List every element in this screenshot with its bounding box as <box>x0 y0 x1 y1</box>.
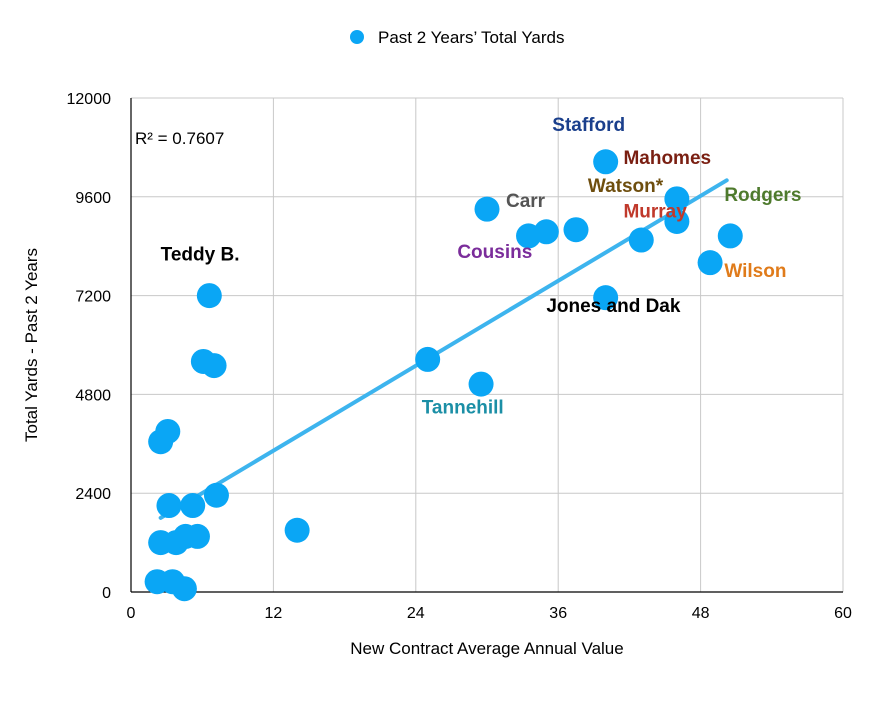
player-label: Murray <box>623 201 687 222</box>
data-point <box>180 493 206 519</box>
x-tick-label: 48 <box>692 605 710 622</box>
y-tick-label: 12000 <box>67 91 112 108</box>
data-points <box>144 149 743 602</box>
x-tick-label: 12 <box>265 605 283 622</box>
player-label: Wilson <box>724 261 786 282</box>
data-point <box>717 223 743 249</box>
data-point <box>593 149 619 175</box>
y-tick-label: 2400 <box>75 486 111 503</box>
data-point <box>628 227 654 253</box>
y-axis-title: Total Yards - Past 2 Years <box>22 248 41 442</box>
player-annotations: Teddy B. Tannehill Cousins Carr Stafford Maho… <box>161 115 802 419</box>
data-point <box>697 250 723 276</box>
legend-marker <box>350 30 364 44</box>
player-label: Jones and Dak <box>546 296 681 317</box>
x-tick-label: 0 <box>127 605 136 622</box>
y-tick-label: 9600 <box>75 190 111 207</box>
data-point <box>563 217 589 243</box>
player-label: Stafford <box>552 115 625 136</box>
tick-labels: 0 12 24 36 48 60 0 2400 4800 7200 9600 12000 <box>67 91 853 622</box>
data-point <box>184 523 210 549</box>
data-point <box>196 283 222 309</box>
player-label: Watson* <box>588 176 664 197</box>
data-point <box>468 371 494 397</box>
x-tick-label: 36 <box>549 605 567 622</box>
data-point <box>171 576 197 602</box>
data-point <box>593 285 619 311</box>
player-label: Teddy B. <box>161 245 240 266</box>
grid <box>130 97 844 593</box>
player-label: Carr <box>506 191 546 212</box>
x-tick-label: 24 <box>407 605 425 622</box>
data-point <box>664 209 690 234</box>
player-label: Cousins <box>457 242 532 263</box>
player-label: Rodgers <box>724 185 801 206</box>
player-label: Mahomes <box>623 148 711 169</box>
r-squared-label: R² = 0.7607 <box>135 129 224 148</box>
data-point <box>533 219 559 245</box>
legend-label: Past 2 Years’ Total Yards <box>378 28 565 47</box>
player-label: Tannehill <box>422 398 504 419</box>
data-point <box>201 353 227 379</box>
x-tick-label: 60 <box>834 605 852 622</box>
data-point <box>155 418 181 444</box>
data-point <box>203 482 229 508</box>
data-point <box>664 186 690 212</box>
legend: Past 2 Years’ Total Yards <box>350 28 565 47</box>
y-tick-label: 4800 <box>75 387 111 404</box>
x-axis-title: New Contract Average Annual Value <box>350 639 623 658</box>
data-point <box>284 517 310 543</box>
y-tick-label: 7200 <box>75 289 111 306</box>
data-point <box>156 493 182 519</box>
data-point <box>415 346 441 372</box>
data-point <box>474 196 500 222</box>
y-tick-label: 0 <box>102 585 111 602</box>
